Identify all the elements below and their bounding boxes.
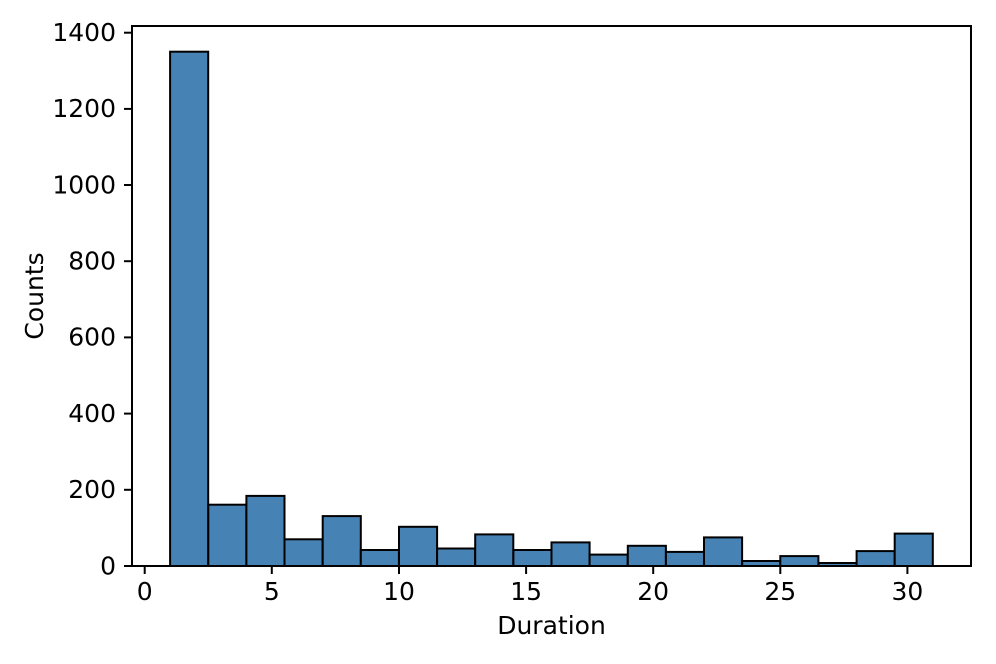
histogram-bar <box>626 544 667 567</box>
x-tick-label: 25 <box>764 577 796 606</box>
y-tick-label: 1400 <box>52 18 116 47</box>
histogram-bar <box>474 533 515 568</box>
histogram-bar <box>245 494 286 567</box>
histogram-bar <box>283 538 324 567</box>
x-tick-label: 15 <box>510 577 542 606</box>
x-tick-label: 10 <box>383 577 415 606</box>
y-tick-label: 0 <box>100 551 116 580</box>
histogram-bar <box>436 547 477 567</box>
y-tick-label: 800 <box>68 246 116 275</box>
y-tick-label: 400 <box>68 399 116 428</box>
x-axis-title: Duration <box>497 611 606 640</box>
histogram-bar <box>703 536 744 568</box>
axes-layer: 0 200 400 600 800 1000 1200 1400 0 5 10 15 20 25 30 <box>52 18 972 606</box>
histogram-bar <box>321 515 362 567</box>
x-tick-label: 0 <box>137 577 153 606</box>
y-tick-label: 1000 <box>52 170 116 199</box>
histogram-bar <box>207 503 248 568</box>
histogram-bar <box>550 541 591 568</box>
histogram-bar <box>169 50 210 567</box>
y-tick-label: 200 <box>68 475 116 504</box>
histogram-bar <box>359 549 400 567</box>
x-tick-label: 5 <box>264 577 280 606</box>
y-tick-label: 1200 <box>52 94 116 123</box>
histogram-bar <box>779 555 820 567</box>
histogram-bar <box>512 549 553 567</box>
histogram-bar <box>893 532 934 567</box>
histogram-bar <box>664 550 706 568</box>
histogram-bar <box>855 550 896 567</box>
plot-border <box>131 25 972 567</box>
histogram-bar <box>398 525 439 567</box>
x-tick-label: 20 <box>637 577 669 606</box>
y-tick-label: 600 <box>68 323 116 352</box>
histogram-bar <box>588 553 629 567</box>
bars-layer <box>169 50 934 568</box>
y-axis-title: Counts <box>20 252 49 339</box>
x-tick-label: 30 <box>891 577 923 606</box>
